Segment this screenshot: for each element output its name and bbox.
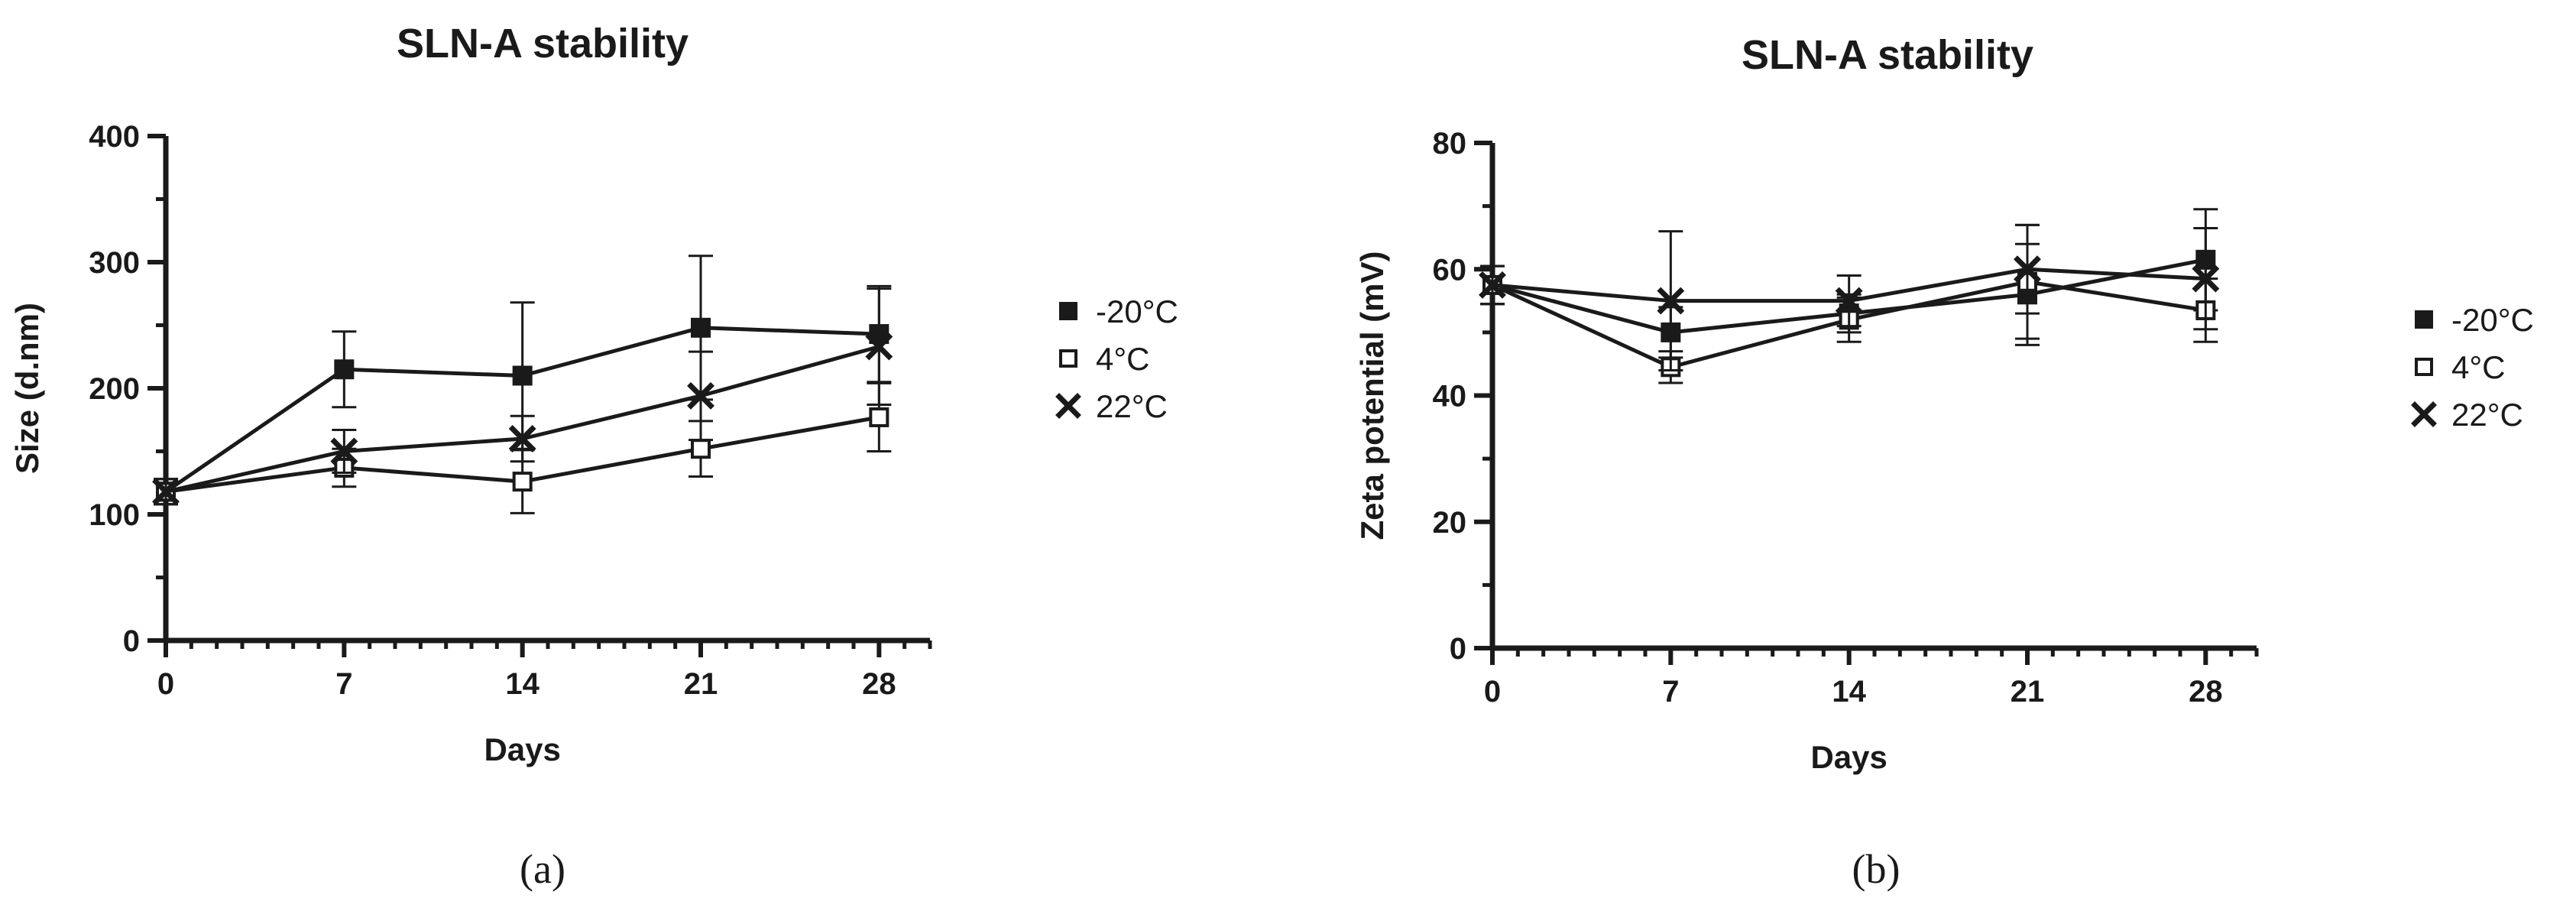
panel-b-legend-marker xyxy=(2411,401,2437,427)
panel-b-y-tick-label: 0 xyxy=(1450,632,1466,666)
panel-b-x-tick-label: 0 xyxy=(1484,675,1501,709)
panel-a-legend-marker xyxy=(1059,349,1077,368)
panel-a-legend-marker-shape xyxy=(1059,349,1077,368)
panel-b-legend-marker xyxy=(2415,310,2433,329)
panel-b-data-point-shape xyxy=(1657,287,1685,315)
panel-a-legend-label: -20°C xyxy=(1096,293,1178,329)
panel-a-data-point xyxy=(691,317,711,338)
panel-b-y-tick-label: 40 xyxy=(1433,380,1467,413)
panel-a-data-point-shape xyxy=(869,407,889,427)
panel-b-legend-marker-shape xyxy=(2415,358,2433,376)
panel-b-x-tick-label: 21 xyxy=(2011,675,2045,709)
panel-a-data-point-shape xyxy=(865,332,893,361)
panel-a-data-point xyxy=(508,425,536,452)
panel-a-title: SLN-A stability xyxy=(397,21,689,66)
panel-a-legend-marker xyxy=(1059,302,1077,320)
panel-a-data-point-shape xyxy=(152,478,180,506)
panel-a-data-point xyxy=(691,439,711,459)
panel-a-y-tick-label: 300 xyxy=(89,246,140,280)
panel-b-y-tick-label: 60 xyxy=(1433,253,1467,287)
panel-a-x-axis-title: Days xyxy=(484,731,560,767)
panel-a-data-point-shape xyxy=(691,439,711,459)
panel-a-data-point xyxy=(512,472,533,492)
panel-b-x-axis-title: Days xyxy=(1810,739,1887,775)
panel-b-y-tick-label: 20 xyxy=(1433,506,1467,540)
panel-a-x-tick-label: 0 xyxy=(157,667,174,701)
panel-a-data-point-shape xyxy=(687,381,714,410)
panel-b-data-point-shape xyxy=(1835,287,1863,315)
panel-a-legend-label: 22°C xyxy=(1096,388,1168,424)
panel-a-y-tick-label: 100 xyxy=(89,498,140,532)
panel-b-legend: -20°C 4°C 22°C xyxy=(2411,302,2534,433)
panel-a-data-point-shape xyxy=(334,359,355,380)
panel-b-caption: (b) xyxy=(1852,846,1900,892)
panel-a-x-tick-label: 21 xyxy=(684,667,718,701)
panel-b-legend-marker xyxy=(2415,358,2433,376)
panel-a-y-tick-label: 200 xyxy=(89,372,140,406)
panel-b-legend-label: 4°C xyxy=(2451,349,2506,385)
panel-b-data-point xyxy=(2192,264,2220,293)
panel-a-data-point xyxy=(869,407,889,427)
panel-a-data-point xyxy=(687,381,714,410)
panel-b-y-axis-title: Zeta potential (mV) xyxy=(1354,251,1390,540)
panel-a-series-2 xyxy=(152,287,893,506)
panel-b-data-point xyxy=(1479,271,1506,299)
panel-a-y-tick-label: 0 xyxy=(123,624,140,658)
panel-a-data-point xyxy=(152,478,180,506)
panel-a-legend-label: 4°C xyxy=(1096,341,1150,377)
panel-a-data-point-shape xyxy=(512,365,533,386)
panel-a-x-tick-label: 28 xyxy=(862,667,896,701)
panel-b-data-point-shape xyxy=(1479,271,1506,299)
panel-a-data-point-shape xyxy=(508,425,536,452)
panel-b-legend-label: 22°C xyxy=(2451,397,2523,433)
panel-b-x-tick-label: 7 xyxy=(1662,675,1679,709)
panel-a-caption: (a) xyxy=(520,846,565,892)
panel-a-legend-marker-shape xyxy=(1059,302,1077,320)
panel-b-data-point xyxy=(2014,255,2041,284)
panel-a-legend-marker xyxy=(1055,393,1081,419)
panel-a-data-point xyxy=(512,365,533,386)
panel-b-legend-marker-shape xyxy=(2411,401,2437,427)
panel-b-data-point-shape xyxy=(2014,255,2041,284)
panel-a-data-point-shape xyxy=(330,437,358,465)
panel-a-data-point-shape xyxy=(691,317,711,338)
panel-a-legend-marker-shape xyxy=(1055,393,1081,419)
panel-b-series-2 xyxy=(1479,223,2220,371)
panel-a-data-point xyxy=(865,332,893,361)
panel-a-data-point xyxy=(330,437,358,465)
panel-b-x-tick-label: 14 xyxy=(1832,675,1866,709)
panel-a-x-tick-label: 14 xyxy=(505,667,540,701)
panel-a-data-point-shape xyxy=(512,472,533,492)
panel-b-y-tick-label: 80 xyxy=(1433,127,1467,161)
panel-a-data-point xyxy=(334,359,355,380)
panel-a-legend: -20°C 4°C 22°C xyxy=(1055,293,1178,424)
panel-b-data-point xyxy=(1657,287,1685,315)
panel-b-x-tick-label: 28 xyxy=(2189,675,2223,709)
panel-a-y-axis-title: Size (d.nm) xyxy=(9,303,45,474)
panel-a-y-tick-label: 400 xyxy=(89,120,140,154)
panel-a-x-tick-label: 7 xyxy=(335,667,352,701)
panel-b-legend-marker-shape xyxy=(2415,310,2433,329)
panel-b-data-point-shape xyxy=(2192,264,2220,293)
panel-b-legend-label: -20°C xyxy=(2451,302,2534,338)
panel-b-data-point xyxy=(1835,287,1863,315)
panel-b-title: SLN-A stability xyxy=(1742,32,2033,78)
